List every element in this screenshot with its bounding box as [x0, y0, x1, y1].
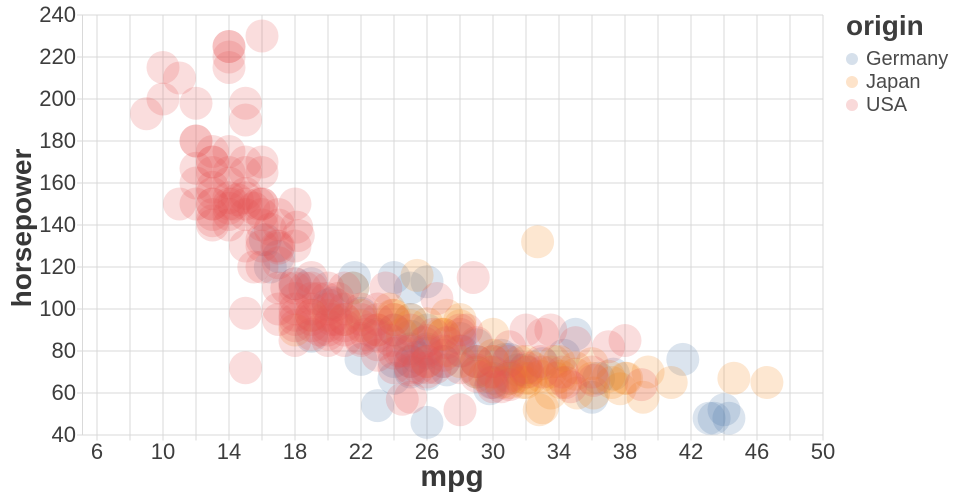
svg-text:200: 200	[39, 86, 76, 111]
gridlines	[82, 14, 824, 436]
legend-label-japan: Japan	[866, 70, 921, 93]
svg-text:42: 42	[679, 439, 703, 464]
series-germany	[248, 223, 746, 439]
svg-text:40: 40	[52, 422, 76, 447]
y-axis-title: horsepower	[6, 148, 37, 308]
legend: origin Germany Japan USA	[846, 10, 958, 117]
series-japan	[278, 225, 784, 427]
svg-text:22: 22	[349, 439, 373, 464]
legend-item-usa: USA	[846, 94, 958, 116]
svg-text:18: 18	[283, 439, 307, 464]
svg-text:180: 180	[39, 128, 76, 153]
svg-text:220: 220	[39, 44, 76, 69]
svg-text:6: 6	[91, 439, 103, 464]
legend-title: origin	[846, 10, 924, 41]
svg-text:240: 240	[39, 2, 76, 27]
svg-text:30: 30	[481, 439, 505, 464]
germany-swatch-icon	[846, 53, 858, 65]
svg-text:160: 160	[39, 170, 76, 195]
series-usa	[130, 19, 658, 427]
y-tick-labels: 40 60 80 100 120 140 160 180 200 220 240	[39, 2, 76, 447]
svg-text:80: 80	[52, 338, 76, 363]
x-axis-title: mpg	[420, 460, 484, 493]
usa-swatch-icon	[846, 99, 858, 111]
svg-text:60: 60	[52, 380, 76, 405]
legend-label-germany: Germany	[866, 47, 949, 70]
svg-text:140: 140	[39, 212, 76, 237]
svg-text:26: 26	[415, 439, 439, 464]
legend-label-usa: USA	[866, 93, 908, 116]
x-tick-labels: 6 10 14 18 22 26 30 34 38 42 46 50	[91, 439, 835, 464]
svg-text:14: 14	[217, 439, 241, 464]
legend-item-japan: Japan	[846, 71, 958, 93]
svg-text:34: 34	[547, 439, 571, 464]
svg-text:46: 46	[745, 439, 769, 464]
svg-text:10: 10	[151, 439, 175, 464]
svg-text:38: 38	[613, 439, 637, 464]
legend-item-germany: Germany	[846, 48, 958, 70]
svg-text:50: 50	[811, 439, 835, 464]
svg-text:120: 120	[39, 254, 76, 279]
japan-swatch-icon	[846, 76, 858, 88]
axes	[77, 14, 824, 441]
svg-text:100: 100	[39, 296, 76, 321]
